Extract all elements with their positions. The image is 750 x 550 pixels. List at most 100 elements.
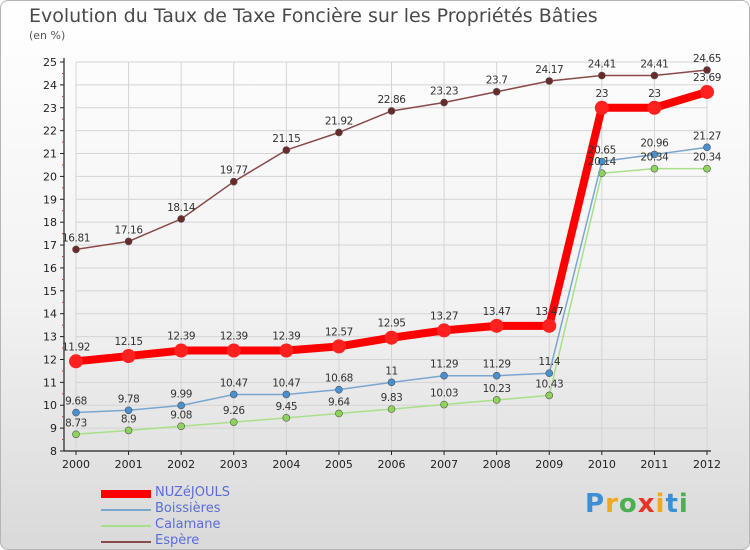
series-0-point <box>331 339 346 354</box>
y-tick-label: 10 <box>43 399 57 412</box>
series-1-point <box>545 369 554 378</box>
series-0-point <box>121 349 136 364</box>
series-1-data-label: 9.78 <box>118 393 140 405</box>
series-0-point <box>174 343 189 358</box>
series-0-data-label: 12.95 <box>377 318 405 330</box>
legend-swatch <box>101 490 151 498</box>
series-0-point <box>384 330 399 345</box>
series-3-data-label: 16.81 <box>62 232 90 244</box>
line-chart: 8 9 10 11 12 13 14 15 16 17 18 19 20 21 22 23 24 25 2000 20… <box>43 53 722 471</box>
series-2-data-label: 8.73 <box>65 417 87 429</box>
series-3-point <box>72 245 80 254</box>
y-tick-label: 20 <box>43 170 57 183</box>
series-3-data-label: 19.77 <box>220 165 248 177</box>
series-3-data-label: 17.16 <box>115 224 144 236</box>
series-2-data-label: 10.23 <box>483 383 511 395</box>
series-2-point <box>650 164 659 173</box>
x-tick-label: 2003 <box>220 458 248 471</box>
y-tick-label: 19 <box>43 193 57 206</box>
series-1-point <box>335 385 343 394</box>
series-2-point <box>492 396 501 404</box>
series-0-point <box>594 100 609 115</box>
y-tick-label: 9 <box>50 422 57 435</box>
chart-subtitle: (en %) <box>29 29 66 42</box>
legend-swatch <box>101 541 151 543</box>
x-tick-label: 2010 <box>588 458 616 471</box>
series-3-data-label: 23.23 <box>430 86 458 98</box>
series-0-data-label: 12.39 <box>167 331 195 343</box>
series-0-data-label: 12.39 <box>220 331 248 343</box>
x-tick-label: 2006 <box>378 458 406 471</box>
series-0-point <box>647 100 662 115</box>
y-tick-label: 13 <box>43 331 57 344</box>
series-0-data-label: 23 <box>648 88 661 100</box>
y-tick-label: 17 <box>43 239 57 252</box>
series-1-point <box>282 390 291 399</box>
y-tick-label: 18 <box>43 216 57 229</box>
series-2-data-label: 9.26 <box>223 405 245 417</box>
series-3-point <box>545 77 554 85</box>
x-tick-label: 2002 <box>167 458 195 471</box>
series-2-point <box>229 418 238 426</box>
series-3-data-label: 21.15 <box>272 133 300 145</box>
series-2-data-label: 9.45 <box>275 401 297 413</box>
series-2-data-label: 10.43 <box>535 378 563 390</box>
legend-label: NUZéJOULS <box>155 485 230 500</box>
series-3-point <box>492 87 501 96</box>
series-0-point <box>279 343 294 358</box>
series-3-data-label: 24.41 <box>588 59 616 71</box>
series-1-data-label: 10.47 <box>272 377 300 389</box>
series-1-point <box>124 406 133 415</box>
series-1-data-label: 20.65 <box>588 145 616 157</box>
legend-label: Calamane <box>155 517 221 532</box>
x-tick-label: 2011 <box>640 458 668 471</box>
series-2-point <box>335 409 343 418</box>
x-tick-label: 2004 <box>272 458 300 471</box>
series-0-data-label: 12.57 <box>325 326 353 338</box>
legend-swatch <box>101 509 151 511</box>
series-3-data-label: 21.92 <box>325 115 353 127</box>
series-0-data-label: 13.47 <box>483 306 511 318</box>
series-2-point <box>545 391 554 400</box>
series-2-data-label: 9.08 <box>170 409 192 421</box>
series-3-point <box>650 71 659 80</box>
y-tick-label: 16 <box>43 262 57 275</box>
series-2-data-label: 9.83 <box>381 392 403 404</box>
series-3-point <box>229 177 238 186</box>
series-1-data-label: 11.29 <box>483 359 511 371</box>
series-1-data-label: 11 <box>385 365 398 377</box>
y-tick-label: 8 <box>50 445 57 458</box>
y-tick-label: 11 <box>43 376 57 389</box>
series-2-point <box>440 400 448 409</box>
x-tick-label: 2009 <box>535 458 563 471</box>
series-2-data-label: 20.34 <box>693 152 722 164</box>
series-1-point <box>177 401 185 410</box>
series-3-data-label: 24.65 <box>693 53 721 65</box>
y-tick-label: 15 <box>43 285 57 298</box>
series-0-data-label: 23 <box>596 88 609 100</box>
series-2-data-label: 10.03 <box>430 388 458 400</box>
series-3-point <box>177 215 185 223</box>
series-2-data-label: 20.34 <box>640 152 669 164</box>
series-2-point <box>72 430 80 439</box>
y-tick-label: 12 <box>43 353 57 366</box>
series-0-point <box>700 84 714 99</box>
y-tick-label: 14 <box>43 308 57 321</box>
series-2-point <box>177 422 185 431</box>
series-3-point <box>387 107 396 115</box>
series-0-data-label: 12.39 <box>272 331 300 343</box>
series-0-data-label: 13.27 <box>430 310 458 322</box>
series-2-data-label: 20.14 <box>588 156 617 168</box>
series-2-point <box>387 405 396 413</box>
proxiti-logo: Proxiti <box>585 489 689 519</box>
series-2-point <box>703 164 711 173</box>
series-1-data-label: 11.4 <box>538 356 560 368</box>
series-1-point <box>229 390 238 399</box>
series-1-data-label: 20.96 <box>640 137 669 149</box>
x-tick-label: 2012 <box>693 458 721 471</box>
series-3-point <box>703 66 711 74</box>
series-1-point <box>492 371 501 380</box>
y-tick-label: 21 <box>43 148 57 161</box>
x-tick-label: 2007 <box>430 458 458 471</box>
series-0-data-label: 11.92 <box>62 341 90 353</box>
